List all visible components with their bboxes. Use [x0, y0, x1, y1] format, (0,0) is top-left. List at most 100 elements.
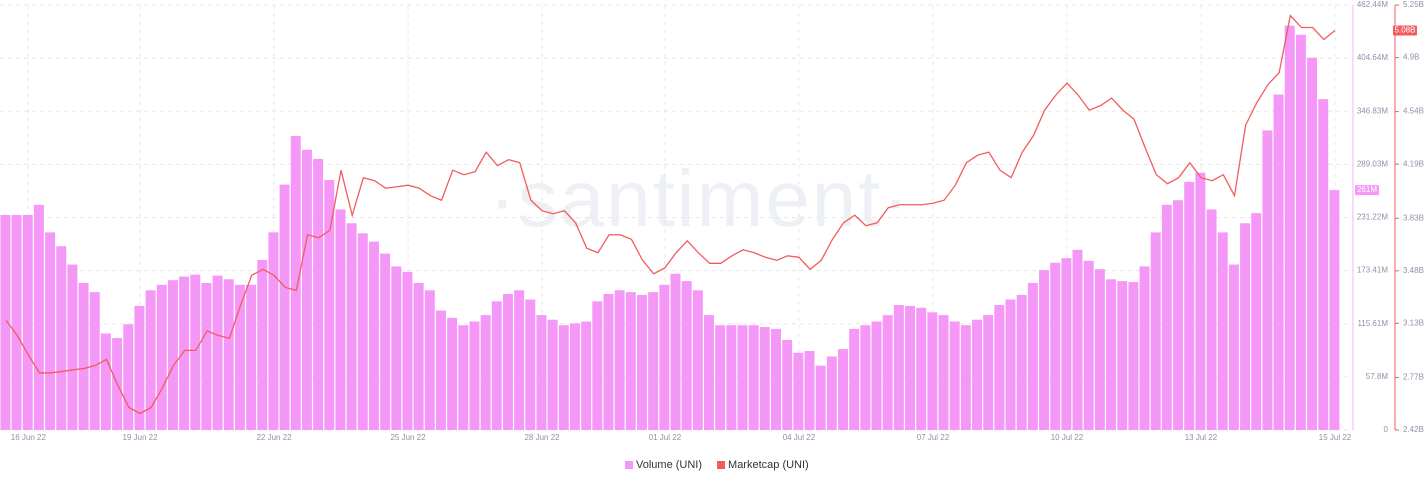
y-tick-label: 0	[1384, 425, 1389, 434]
bar	[279, 184, 290, 430]
bar	[1128, 282, 1139, 430]
bar	[1206, 209, 1217, 430]
legend-swatch	[717, 461, 726, 469]
y-tick-label: 57.8M	[1366, 372, 1389, 381]
bar	[905, 305, 915, 430]
y-tick-label: 115.61M	[1357, 319, 1388, 328]
value-badge	[1393, 25, 1417, 36]
bar	[1284, 25, 1295, 430]
bar	[201, 282, 212, 430]
bar	[123, 324, 134, 430]
bar	[413, 282, 424, 430]
bar	[1228, 264, 1239, 430]
bar	[22, 214, 33, 430]
bar	[134, 305, 145, 430]
bar	[1307, 57, 1318, 430]
x-tick-label: 22 Jun 22	[256, 433, 292, 442]
bar	[100, 333, 111, 430]
bar	[625, 292, 636, 430]
bar	[569, 323, 580, 430]
bar	[502, 293, 513, 430]
y2-tick-label: 3.48B	[1403, 266, 1424, 275]
line	[5, 14, 1336, 415]
x-tick-label: 25 Jun 22	[390, 433, 426, 442]
bar	[33, 204, 44, 430]
bar	[960, 325, 971, 430]
y2-tick-label: 4.9B	[1403, 53, 1419, 62]
bar	[246, 284, 257, 430]
bar	[357, 233, 368, 430]
bar	[692, 290, 703, 430]
bar	[759, 327, 770, 430]
value-badge	[1355, 185, 1379, 196]
bar	[67, 264, 78, 430]
bar	[346, 223, 357, 430]
bar	[927, 312, 938, 430]
bar	[223, 279, 234, 430]
bar	[145, 290, 156, 430]
bar	[536, 315, 547, 430]
legend: Volume (UNI) Marketcap (UNI)	[625, 459, 809, 471]
bar	[659, 284, 670, 430]
bar	[1251, 213, 1262, 430]
bar	[447, 317, 458, 430]
bar	[1061, 258, 1072, 430]
bar	[458, 325, 469, 430]
x-tick-label: 15 Jul 22	[1319, 433, 1352, 442]
y-tick-label: 231.22M	[1357, 213, 1388, 222]
bar	[514, 290, 525, 430]
bar	[1240, 223, 1251, 430]
legend-swatch	[625, 461, 633, 469]
bar	[290, 135, 301, 431]
legend-label: Volume (UNI)	[636, 459, 702, 471]
bar	[726, 325, 737, 430]
bar	[167, 280, 178, 430]
x-tick-label: 04 Jul 22	[783, 433, 816, 442]
bar	[525, 299, 536, 430]
bar	[1072, 249, 1083, 430]
bar	[469, 321, 480, 430]
bar	[1161, 204, 1172, 430]
bar	[592, 301, 603, 430]
x-tick-label: 10 Jul 22	[1051, 433, 1084, 442]
bar	[391, 266, 402, 430]
bar	[45, 232, 56, 430]
bar	[614, 290, 625, 430]
bar	[882, 315, 893, 430]
bar	[704, 315, 714, 430]
y-tick-label: 462.44M	[1357, 0, 1388, 9]
bar	[335, 209, 346, 430]
y2-tick-label: 4.54B	[1403, 107, 1424, 116]
bar	[826, 356, 837, 430]
bar	[324, 180, 335, 430]
bar	[156, 284, 167, 430]
bar	[480, 315, 491, 430]
x-tick-label: 07 Jul 22	[917, 433, 950, 442]
bar	[1262, 130, 1273, 431]
bar	[11, 214, 22, 430]
y-tick-label: 289.03M	[1357, 159, 1388, 168]
bar	[983, 315, 994, 430]
bar	[1005, 299, 1016, 430]
bar	[603, 293, 614, 430]
bar	[815, 365, 826, 430]
bar	[949, 321, 960, 430]
x-tick-label: 28 Jun 22	[524, 433, 560, 442]
bar	[257, 259, 268, 430]
bar	[804, 350, 815, 430]
bar	[938, 315, 949, 430]
bar	[89, 292, 100, 430]
bar	[838, 349, 848, 430]
bar	[1027, 282, 1038, 430]
bar	[994, 305, 1005, 430]
legend-label: Marketcap (UNI)	[728, 459, 809, 471]
bar	[380, 253, 391, 430]
bar	[1173, 200, 1184, 430]
bar	[581, 321, 592, 430]
bar	[179, 276, 190, 430]
bar	[56, 246, 67, 430]
y-tick-label: 346.83M	[1357, 106, 1388, 115]
bar	[737, 325, 748, 430]
bar	[1318, 99, 1329, 430]
